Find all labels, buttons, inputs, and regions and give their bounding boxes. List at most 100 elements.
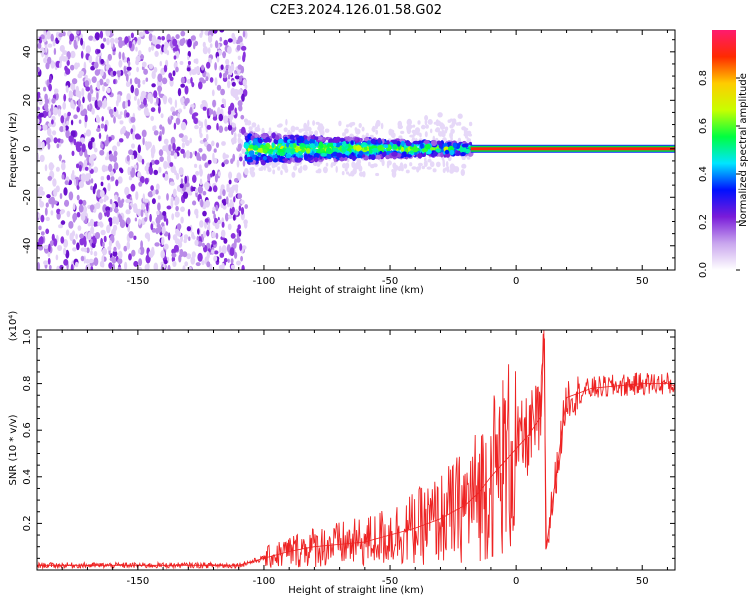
spectrogram-cell xyxy=(361,134,365,140)
spectrogram-cell xyxy=(116,141,121,147)
spectrogram-cell xyxy=(444,128,448,134)
spectrogram-cell xyxy=(42,124,48,131)
spectrogram-cell xyxy=(93,251,98,257)
spectrogram-cell xyxy=(47,127,52,137)
spectrogram-cell xyxy=(240,255,244,262)
spectrogram-cell xyxy=(53,47,57,56)
spectrogram-cell xyxy=(285,149,291,153)
spectrogram-cell xyxy=(189,266,192,270)
spectrogram-cell xyxy=(127,166,131,176)
spectrogram-cell xyxy=(143,68,149,75)
spectrogram-cell xyxy=(152,144,156,154)
spectrogram-cell xyxy=(106,224,111,234)
colorbar-tick-label: 0.6 xyxy=(698,118,709,134)
spectrogram-cell xyxy=(50,196,55,204)
spectrogram-cell xyxy=(322,166,328,174)
spectrogram-cell xyxy=(160,113,164,119)
spectrogram-cell xyxy=(412,140,420,145)
spectrogram-cell xyxy=(197,228,200,235)
spectrogram-cell xyxy=(244,84,248,90)
spectrogram-cell xyxy=(250,135,254,141)
spectrogram-cell xyxy=(48,83,52,92)
spectrogram-cell xyxy=(182,265,186,270)
spectrogram-cell xyxy=(155,44,161,49)
spectrogram-cell xyxy=(194,239,199,246)
spectrogram-cell xyxy=(93,166,99,173)
spectrogram-cell xyxy=(48,75,52,84)
spectrogram-cell xyxy=(63,124,66,133)
spectrogram-cell xyxy=(233,196,236,203)
snr-panel: -150 -100 -50 0 50 0.2 0.4 0.6 0.8 1.0 Height of… xyxy=(8,311,676,596)
spectrogram-cell xyxy=(223,238,228,244)
spectrogram-cell xyxy=(361,126,365,132)
spectrogram-cell xyxy=(119,111,123,116)
spectrogram-cell xyxy=(162,211,167,216)
spectrogram-cell xyxy=(193,117,198,124)
spectrogram-cell xyxy=(173,122,177,130)
spectrogram-cell xyxy=(272,149,279,153)
spectrogram-cell xyxy=(81,143,86,153)
spectrogram-cell xyxy=(182,251,188,258)
spectrogram-cell xyxy=(433,151,438,157)
spectrogram-cell xyxy=(89,84,93,92)
spectrogram-cell xyxy=(77,225,82,231)
spectrogram-cell xyxy=(158,166,162,174)
spectrogram-x-label: Height of straight line (km) xyxy=(288,285,424,296)
spectrogram-cell xyxy=(82,96,85,104)
spectrogram-cell xyxy=(99,78,104,86)
spectrogram-cell xyxy=(163,44,168,54)
spectrogram-cell xyxy=(99,198,104,204)
spectrogram-cell xyxy=(171,252,177,258)
spectrogram-cell xyxy=(52,178,57,187)
spectrogram-cell xyxy=(118,39,124,49)
spectrogram-cell xyxy=(113,150,118,157)
spectrogram-cell xyxy=(237,89,243,95)
spectrogram-cell xyxy=(156,210,160,216)
spectrogram-cell xyxy=(120,127,126,134)
spectrogram-cell xyxy=(103,235,107,243)
spectrogram-cell xyxy=(178,241,183,248)
spectrogram-cell xyxy=(241,93,245,102)
spectrogram-cell xyxy=(229,247,235,257)
spectrogram-cell xyxy=(51,97,56,104)
spectrogram-cell xyxy=(91,242,96,249)
spectrogram-cell xyxy=(132,131,136,141)
spectrogram-cell xyxy=(289,140,296,144)
spectrogram-cell xyxy=(78,204,84,213)
spectrogram-cell xyxy=(130,84,135,94)
spectrogram-cell xyxy=(173,152,178,160)
x-tick-label: 50 xyxy=(636,276,649,287)
spectrogram-cell xyxy=(197,252,203,262)
spectrogram-y-ticks: -40 -20 0 20 40 xyxy=(22,39,675,271)
spectrogram-cell xyxy=(278,152,286,156)
spectrogram-cell xyxy=(75,233,78,240)
spectrogram-cell xyxy=(335,165,338,173)
spectrogram-cell xyxy=(169,76,174,82)
spectrogram-cell xyxy=(241,45,247,51)
spectrogram-cell xyxy=(93,257,99,266)
spectrogram-cell xyxy=(37,124,42,131)
spectrogram-cell xyxy=(345,162,350,169)
spectrogram-cell xyxy=(284,168,289,173)
spectrogram-cell xyxy=(268,127,272,132)
spectrogram-cell xyxy=(231,206,235,213)
spectrogram-cell xyxy=(180,121,187,131)
spectrogram-cell xyxy=(153,169,158,175)
spectrogram-cell xyxy=(169,181,175,186)
spectrogram-cell xyxy=(243,142,250,149)
spectrogram-cell xyxy=(210,109,214,115)
spectrogram-cell xyxy=(37,262,41,270)
spectrogram-cell xyxy=(172,70,176,77)
spectrogram-cell xyxy=(391,169,394,173)
spectrogram-cell xyxy=(426,166,432,170)
spectrogram-cell xyxy=(189,137,192,144)
spectrogram-cell xyxy=(440,152,444,158)
spectrogram-cell xyxy=(117,258,123,265)
spectrogram-cell xyxy=(122,101,126,109)
spectrogram-cell xyxy=(45,216,50,222)
spectrogram-cell xyxy=(163,138,169,145)
spectrogram-cell xyxy=(125,100,128,109)
spectrogram-cell xyxy=(56,208,61,215)
spectrogram-cell xyxy=(84,114,88,123)
spectrogram-cell xyxy=(63,239,69,248)
